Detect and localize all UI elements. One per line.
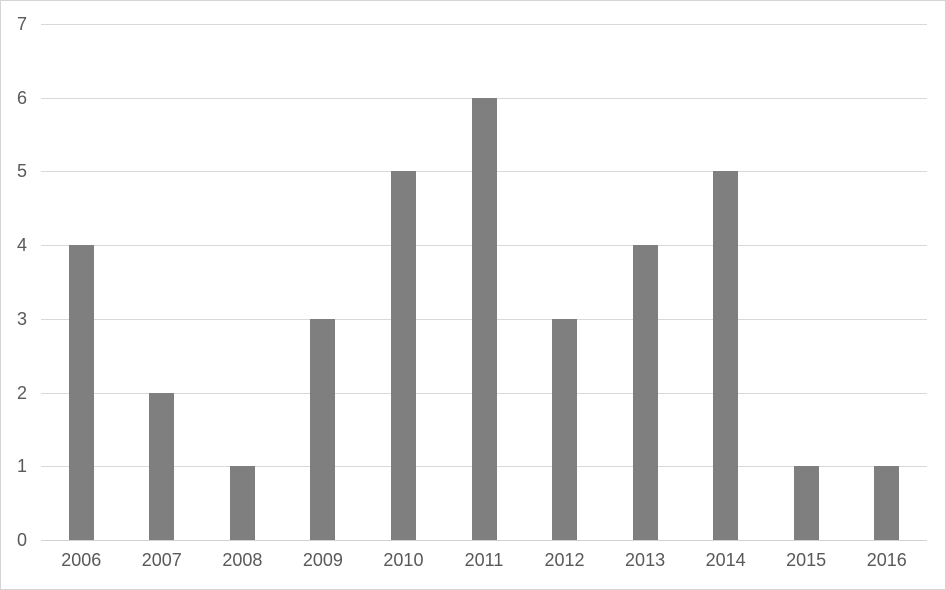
bar [632,245,658,540]
x-tick-label: 2009 [302,550,343,570]
y-tick-label: 6 [16,87,27,108]
gridline [41,24,927,25]
x-tick-label: 2006 [61,550,102,570]
x-tick-label: 2007 [141,550,182,570]
y-tick-label: 3 [16,308,27,329]
y-tick-label: 0 [16,530,27,550]
x-tick-label: 2012 [544,550,585,570]
plot-area [41,24,927,541]
x-tick-label: 2015 [786,550,827,570]
y-tick-label: 2 [16,382,27,403]
bar [471,97,497,540]
bar [874,466,900,540]
bar [390,171,416,540]
x-tick-label: 2008 [222,550,263,570]
y-tick-label: 4 [16,235,27,256]
bar [149,392,175,540]
bar [68,245,94,540]
bar [310,318,336,540]
y-tick-label: 7 [16,14,27,34]
bar [793,466,819,540]
bar [552,318,578,540]
bar [229,466,255,540]
x-tick-label: 2016 [866,550,907,570]
y-tick-label: 5 [16,161,27,182]
x-tick-label: 2010 [383,550,424,570]
x-tick-label: 2013 [625,550,666,570]
y-tick-label: 1 [16,456,27,477]
x-axis-line [41,540,927,541]
bar [713,171,739,540]
x-tick-label: 2011 [464,550,504,570]
x-tick-label: 2014 [705,550,746,570]
